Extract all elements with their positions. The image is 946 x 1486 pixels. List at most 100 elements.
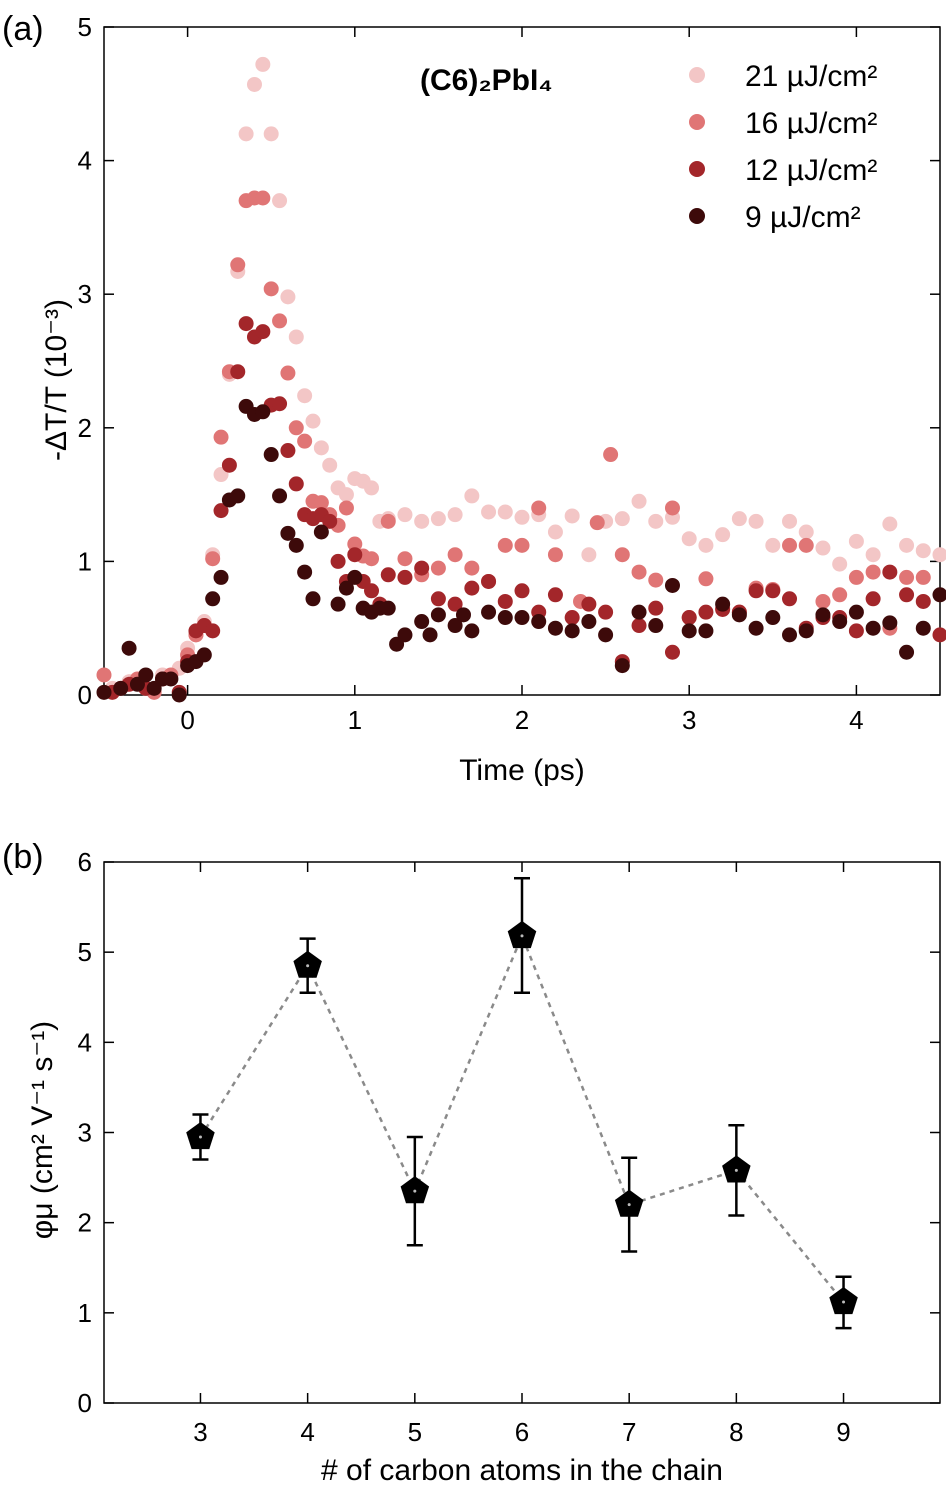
- data-point: [514, 537, 530, 553]
- data-point: [564, 508, 580, 524]
- data-point: [547, 524, 563, 540]
- data-point: [698, 537, 714, 553]
- data-point: [205, 591, 221, 607]
- data-point: [447, 618, 463, 634]
- y-tick-label: 1: [78, 546, 92, 576]
- panel-b: (b) 3 4 5 6 7 8 9 0 1 2 3 4 5 6 # of carbon atoms in …: [2, 838, 941, 1486]
- data-point: [514, 509, 530, 525]
- data-point: [915, 543, 931, 559]
- data-point: [121, 640, 137, 656]
- data-point: [322, 513, 338, 529]
- data-point: [915, 620, 931, 636]
- y-tick-label: 1: [78, 1298, 92, 1328]
- data-point: [263, 126, 279, 142]
- data-point: [848, 569, 864, 585]
- data-point: [547, 620, 563, 636]
- data-point: [748, 620, 764, 636]
- data-point: [497, 593, 513, 609]
- data-point: [263, 447, 279, 463]
- data-point: [815, 540, 831, 556]
- panel-a-label: (a): [2, 10, 44, 48]
- data-point: [364, 551, 380, 567]
- data-point: [313, 524, 329, 540]
- data-point: [698, 571, 714, 587]
- data-point: [263, 281, 279, 297]
- panel-a-xlabel: Time (ps): [459, 754, 585, 787]
- data-point: [414, 513, 430, 529]
- data-point: [414, 614, 430, 630]
- data-point: [338, 500, 354, 516]
- x-tick-label: 8: [729, 1417, 743, 1447]
- data-point: [255, 190, 271, 206]
- data-point: [397, 507, 413, 523]
- x-tick-label: 9: [836, 1417, 850, 1447]
- data-point: [815, 593, 831, 609]
- data-point: [531, 614, 547, 630]
- data-point: [715, 527, 731, 543]
- data-point: [614, 658, 630, 674]
- data-point: [380, 513, 396, 529]
- y-tick-label: 4: [78, 146, 92, 176]
- marker-center-dot: [520, 934, 524, 938]
- data-point: [297, 564, 313, 580]
- data-point: [364, 480, 380, 496]
- data-point: [380, 567, 396, 583]
- data-point: [455, 607, 471, 623]
- y-tick-label: 2: [78, 1208, 92, 1238]
- data-point: [221, 457, 237, 473]
- data-point: [798, 537, 814, 553]
- data-point: [547, 547, 563, 563]
- data-point: [397, 627, 413, 643]
- data-point: [932, 587, 946, 603]
- x-tick-label: 4: [849, 705, 863, 735]
- data-point: [899, 569, 915, 585]
- data-point: [422, 627, 438, 643]
- data-point: [715, 596, 731, 612]
- data-point: [581, 614, 597, 630]
- data-point: [464, 580, 480, 596]
- data-point: [330, 596, 346, 612]
- data-point: [598, 627, 614, 643]
- data-point: [497, 504, 513, 520]
- data-point: [832, 556, 848, 572]
- data-point: [330, 553, 346, 569]
- data-point: [581, 596, 597, 612]
- data-point: [364, 583, 380, 599]
- marker-center-dot: [413, 1189, 417, 1193]
- data-point: [238, 316, 254, 332]
- y-tick-label: 6: [78, 847, 92, 877]
- data-point: [288, 420, 304, 436]
- data-point: [782, 537, 798, 553]
- data-point: [113, 680, 129, 696]
- data-point: [347, 547, 363, 563]
- data-point: [196, 647, 212, 663]
- panel-b-xlabel: # of carbon atoms in the chain: [321, 1454, 723, 1486]
- data-point: [514, 583, 530, 599]
- panel-a-title: (C6)₂PbI₄: [420, 64, 553, 97]
- data-point: [899, 587, 915, 603]
- data-point: [581, 547, 597, 563]
- data-point: [589, 515, 605, 531]
- data-point: [798, 623, 814, 639]
- data-point: [848, 623, 864, 639]
- data-point: [782, 591, 798, 607]
- data-point: [288, 476, 304, 492]
- legend-marker: [689, 67, 705, 83]
- data-point: [882, 615, 898, 631]
- y-tick-label: 0: [78, 680, 92, 710]
- panel-b-label: (b): [2, 838, 44, 876]
- data-point: [430, 591, 446, 607]
- data-point: [782, 627, 798, 643]
- legend-label: 9 µJ/cm²: [745, 201, 861, 234]
- marker-center-dot: [198, 1135, 202, 1139]
- data-point: [272, 396, 288, 412]
- data-point: [205, 551, 221, 567]
- data-point: [648, 513, 664, 529]
- legend-label: 21 µJ/cm²: [745, 60, 877, 93]
- x-tick-label: 3: [193, 1417, 207, 1447]
- data-point: [96, 667, 112, 683]
- data-point: [765, 537, 781, 553]
- data-point: [681, 531, 697, 547]
- x-tick-label: 2: [515, 705, 529, 735]
- data-point: [631, 493, 647, 509]
